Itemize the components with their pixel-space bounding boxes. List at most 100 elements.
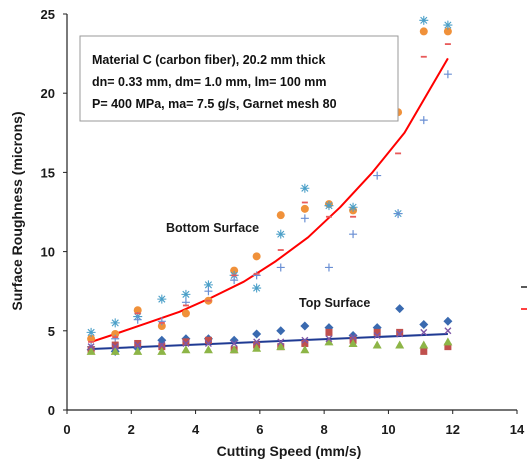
y-axis-title: Surface Roughness (microns) xyxy=(9,111,25,310)
bottom-circle-point xyxy=(276,211,285,220)
top-triangle-point xyxy=(133,346,143,355)
bottom-circle-point xyxy=(87,334,96,343)
bottom-plus-point xyxy=(419,116,428,125)
bottom-asterisk-point xyxy=(86,327,96,337)
bottom-asterisk-point xyxy=(324,201,334,211)
bottom-asterisk-point xyxy=(419,15,429,25)
top-x-point xyxy=(373,332,381,340)
bottom-circle-point xyxy=(157,322,166,331)
y-tick-label: 25 xyxy=(41,7,55,22)
bottom-plus-point xyxy=(157,317,166,326)
top-triangle-point xyxy=(110,346,120,355)
bottom-plus-point xyxy=(373,171,382,180)
y-tick-label: 10 xyxy=(41,245,55,260)
bottom-asterisk-point xyxy=(157,294,167,304)
top-diamond-point xyxy=(276,326,286,336)
annotation-line-3: P= 400 MPa, ma= 7.5 g/s, Garnet mesh 80 xyxy=(92,97,337,111)
fit-curves xyxy=(90,57,449,350)
annotation-line-1: Material C (carbon fiber), 20.2 mm thick xyxy=(92,53,325,67)
bottom-circle-point xyxy=(252,252,261,261)
top-triangle-point xyxy=(229,345,239,354)
bottom-plus-point xyxy=(276,263,285,272)
top-square-point xyxy=(373,328,381,336)
top-triangle-point xyxy=(157,346,167,355)
top-triangle-point xyxy=(276,342,286,351)
bottom-asterisk-point xyxy=(276,229,286,239)
axes xyxy=(66,14,517,411)
top-diamond-point xyxy=(419,319,429,329)
bottom-circle-point xyxy=(181,309,190,318)
y-tick-label: 15 xyxy=(41,165,55,180)
bottom-asterisk-point xyxy=(252,283,262,293)
x-tick-label: 14 xyxy=(510,422,525,437)
y-tick-group: 0 5 10 15 20 25 xyxy=(41,7,67,418)
bottom-plus-point xyxy=(204,287,213,296)
top-diamond-point xyxy=(300,321,310,331)
top-triangle-point xyxy=(443,337,453,346)
bottom-asterisk-point xyxy=(300,183,310,193)
annotation-line-2: dn= 0.33 mm, dm= 1.0 mm, lm= 100 mm xyxy=(92,75,327,89)
x-tick-label: 6 xyxy=(256,422,263,437)
bottom-plus-point xyxy=(324,263,333,272)
bottom-circle-point xyxy=(443,27,452,36)
top-triangle-point xyxy=(252,343,262,352)
bottom-circle-point xyxy=(133,306,142,315)
x-tick-label: 12 xyxy=(445,422,459,437)
top-square-point xyxy=(420,347,428,355)
bottom-circle-point xyxy=(111,329,120,338)
top-x-point xyxy=(301,336,309,344)
top-triangle-point xyxy=(395,340,405,349)
bottom-plus-point xyxy=(443,70,452,79)
y-tick-label: 5 xyxy=(48,324,55,339)
top-x-point xyxy=(87,343,95,351)
top-x-point xyxy=(349,333,357,341)
top-diamond-point xyxy=(229,335,239,345)
top-triangle-point xyxy=(324,337,334,346)
x-tick-label: 2 xyxy=(128,422,135,437)
bottom-plus-point xyxy=(133,315,142,324)
top-diamond-point xyxy=(252,329,262,339)
y-tick-label: 20 xyxy=(41,86,55,101)
top-surface-label: Top Surface xyxy=(299,296,370,310)
top-triangle-point xyxy=(300,345,310,354)
top-x-point xyxy=(158,341,166,349)
top-square-point xyxy=(325,328,333,336)
bottom-plus-point xyxy=(349,230,358,239)
top-square-point xyxy=(158,343,166,351)
top-diamond-point xyxy=(395,304,405,314)
top-square-point xyxy=(111,341,119,349)
top-triangle-point xyxy=(203,345,213,354)
top-square-point xyxy=(182,338,190,346)
annotation-box-frame xyxy=(79,35,399,122)
top-triangle-point xyxy=(348,338,358,347)
bottom-asterisk-point xyxy=(203,280,213,290)
x-axis-title: Cutting Speed (mm/s) xyxy=(217,443,362,459)
bottom-circle-point xyxy=(419,27,428,36)
annotation-box: Material C (carbon fiber), 20.2 mm thick… xyxy=(79,35,399,122)
top-x-point xyxy=(253,338,261,346)
top-square-point xyxy=(301,339,309,347)
bottom-plus-point xyxy=(252,271,261,280)
top-x-point xyxy=(182,339,190,347)
bottom-asterisk-point xyxy=(110,318,120,328)
top-x-point xyxy=(134,341,142,349)
x-tick-label: 0 xyxy=(63,422,70,437)
top-triangle-point xyxy=(86,346,96,355)
top-square-point xyxy=(444,343,452,351)
top-triangle-point xyxy=(419,340,429,349)
top-x-point xyxy=(444,327,452,335)
top-x-point xyxy=(230,339,238,347)
top-square-point xyxy=(396,328,404,336)
top-x-point xyxy=(325,335,333,343)
bottom-plus-point xyxy=(111,334,120,343)
top-x-point xyxy=(420,328,428,336)
bottom-asterisk-point xyxy=(348,202,358,212)
bottom-plus-point xyxy=(394,209,403,218)
bottom-circle-point xyxy=(300,204,309,213)
bottom-surface-label: Bottom Surface xyxy=(166,221,259,235)
bottom-surface-fit-curve xyxy=(90,57,449,343)
y-tick-label: 0 xyxy=(48,403,55,418)
x-tick-label: 8 xyxy=(321,422,328,437)
top-x-point xyxy=(204,339,212,347)
